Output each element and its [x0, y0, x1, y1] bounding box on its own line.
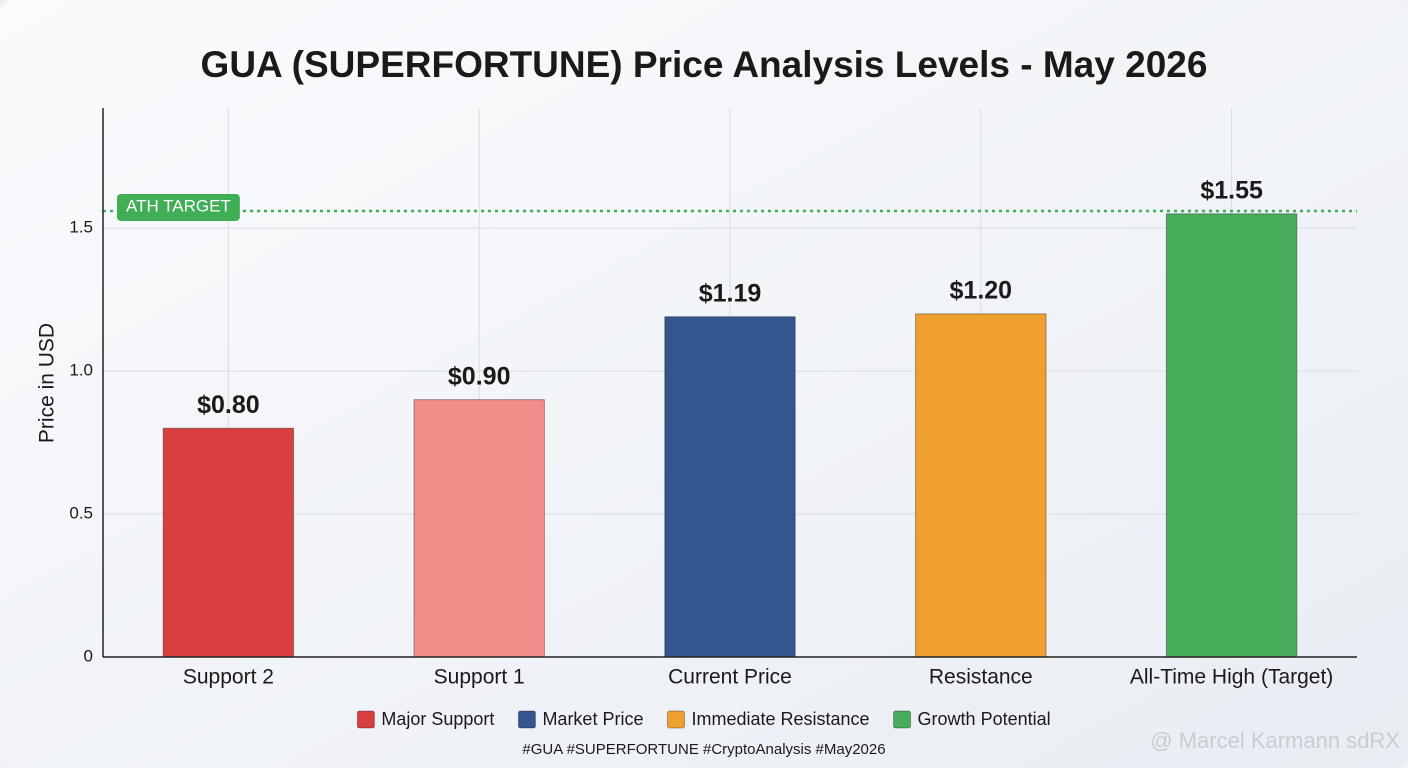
bar [664, 316, 796, 658]
y-axis-label: Price in USD [36, 323, 59, 443]
legend-swatch [893, 710, 912, 729]
ath-label-box [117, 193, 240, 221]
y-tick-label: 0 [84, 646, 93, 665]
y-tick-label: 1.0 [69, 361, 93, 380]
value-label: $1.19 [699, 279, 762, 307]
x-tick-label: All-Time High (Target) [1130, 666, 1333, 689]
x-tick-label: Support 2 [183, 666, 274, 689]
y-tick-label: 1.5 [69, 218, 93, 237]
legend-swatch [356, 710, 375, 729]
y-tick-label: 0.5 [69, 504, 93, 523]
x-tick-label: Support 1 [434, 666, 525, 689]
legend-label: Immediate Resistance [691, 709, 869, 729]
legend-label: Market Price [542, 709, 643, 729]
value-label: $0.80 [197, 391, 260, 419]
footer: #GUA #SUPERFORTUNE #CryptoAnalysis #May2… [522, 741, 885, 758]
legend-swatch [666, 710, 685, 729]
bar [162, 427, 295, 658]
chart-title: GUA (SUPERFORTUNE) Price Analysis Levels… [201, 44, 1208, 85]
legend-label: Growth Potential [918, 709, 1051, 729]
value-label: $1.20 [950, 276, 1013, 304]
x-tick-label: Current Price [668, 666, 792, 689]
legend-swatch [517, 710, 536, 729]
watermark: @ Marcel Karmann sdRX [1150, 728, 1400, 753]
value-label: $1.55 [1200, 176, 1263, 204]
bar [1165, 213, 1298, 658]
legend-label: Major Support [381, 709, 494, 729]
x-tick-label: Resistance [929, 666, 1033, 689]
bar [413, 399, 545, 658]
bar [915, 313, 1047, 658]
ath-label: ATH TARGET [126, 196, 231, 215]
value-label: $0.90 [448, 362, 511, 390]
